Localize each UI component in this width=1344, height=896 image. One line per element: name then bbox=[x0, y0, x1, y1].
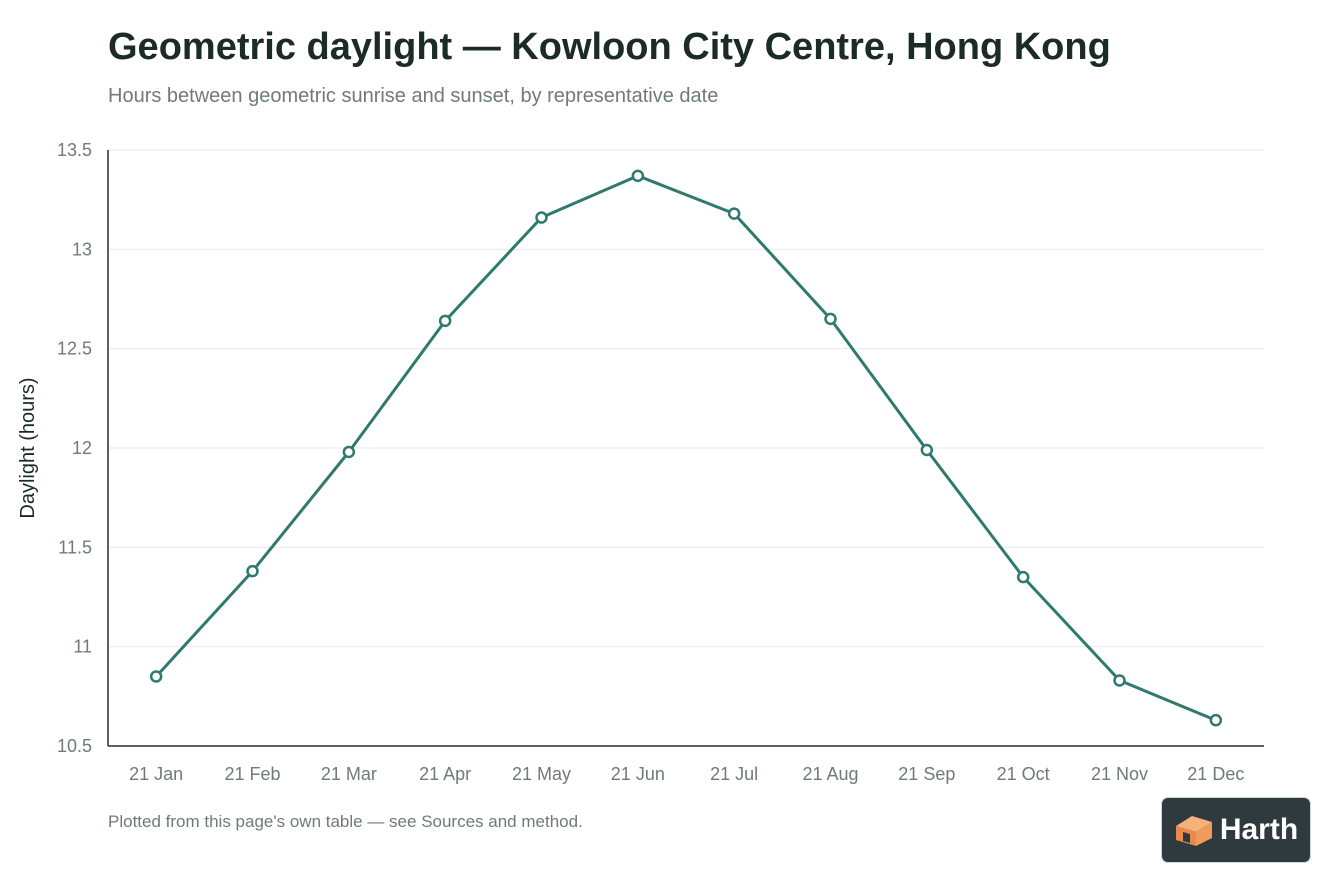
y-tick-label: 13 bbox=[72, 239, 92, 259]
data-point bbox=[246, 564, 259, 578]
data-point bbox=[342, 445, 356, 459]
y-axis-label: Daylight (hours) bbox=[17, 377, 39, 518]
data-point bbox=[149, 670, 163, 683]
chart-title: Geometric daylight — Kowloon City Centre… bbox=[108, 26, 1111, 68]
x-tick-label: 21 Oct bbox=[997, 764, 1050, 784]
harth-logo-badge[interactable]: Harth bbox=[1162, 798, 1310, 862]
data-point bbox=[631, 169, 645, 183]
data-point bbox=[1113, 674, 1126, 687]
y-tick-label: 10.5 bbox=[57, 736, 92, 756]
house-icon bbox=[1175, 816, 1212, 846]
x-tick-label: 21 Mar bbox=[321, 764, 377, 784]
data-point bbox=[1016, 570, 1030, 584]
logo-label: Harth bbox=[1219, 813, 1299, 846]
data-point bbox=[824, 312, 837, 326]
data-point bbox=[920, 443, 934, 457]
x-tick-label: 21 Nov bbox=[1091, 764, 1148, 784]
x-tick-label: 21 Jan bbox=[129, 764, 183, 784]
x-tick-label: 21 Jun bbox=[611, 764, 665, 784]
x-tick-label: 21 May bbox=[512, 764, 571, 784]
chart-subtitle: Hours between geometric sunrise and suns… bbox=[108, 85, 719, 107]
footer-note: Plotted from this page's own table — see… bbox=[108, 812, 583, 831]
x-tick-label: 21 Aug bbox=[802, 764, 858, 784]
data-point bbox=[438, 314, 452, 328]
y-tick-label: 11.5 bbox=[58, 537, 92, 557]
x-tick-label: 21 Jul bbox=[710, 764, 758, 784]
x-tick-label: 21 Apr bbox=[419, 764, 471, 784]
x-tick-label: 21 Sep bbox=[898, 764, 955, 784]
x-tick-label: 21 Feb bbox=[224, 764, 280, 784]
y-tick-label: 11 bbox=[73, 637, 92, 657]
x-tick-label: 21 Dec bbox=[1187, 764, 1244, 784]
y-tick-label: 13.5 bbox=[57, 140, 92, 160]
data-point bbox=[1209, 713, 1223, 727]
data-point bbox=[535, 211, 548, 224]
y-tick-label: 12.5 bbox=[57, 339, 92, 359]
series-line bbox=[154, 174, 1218, 722]
data-point bbox=[727, 207, 741, 220]
y-tick-label: 12 bbox=[72, 438, 92, 458]
